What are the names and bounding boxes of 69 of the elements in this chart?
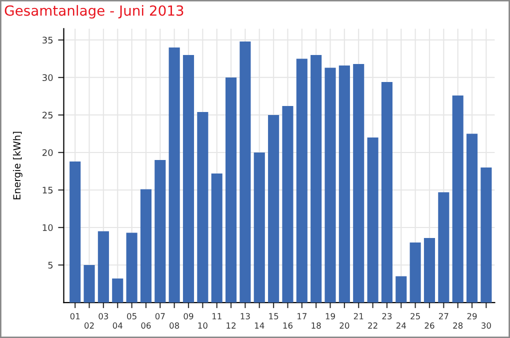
bar xyxy=(324,68,336,303)
bar xyxy=(480,167,492,303)
bar xyxy=(466,134,478,303)
x-tick-label: 17 xyxy=(298,313,306,320)
x-tick-label: 30 xyxy=(482,322,491,329)
x-tick-label: 20 xyxy=(340,322,350,329)
bar xyxy=(112,278,124,303)
x-tick-label: 19 xyxy=(326,313,335,320)
y-tick-label: 20 xyxy=(42,149,53,156)
x-tick-label: 25 xyxy=(410,313,420,320)
bar xyxy=(140,189,152,303)
bar xyxy=(126,232,138,303)
x-tick-label: 04 xyxy=(112,322,122,329)
bar xyxy=(396,276,407,303)
bar xyxy=(367,137,378,303)
bar xyxy=(168,47,180,303)
bar xyxy=(353,64,364,303)
x-tick-label: 03 xyxy=(98,313,108,320)
bar xyxy=(268,114,280,303)
bar xyxy=(98,231,109,303)
x-tick-label: 09 xyxy=(184,313,194,320)
x-tick-label: 23 xyxy=(382,313,392,320)
x-tick-label: 12 xyxy=(226,322,236,329)
bar xyxy=(211,173,222,303)
x-tick-label: 15 xyxy=(269,313,278,320)
bar xyxy=(410,242,421,303)
x-tick-label: 22 xyxy=(368,322,378,329)
x-tick-label: 05 xyxy=(127,313,136,320)
x-tick-label: 06 xyxy=(141,322,151,329)
y-axis-title: Energie [kWh] xyxy=(12,132,22,200)
bar xyxy=(154,160,166,303)
x-tick-label: 10 xyxy=(198,322,208,329)
x-tick-label: 21 xyxy=(354,313,364,320)
bar xyxy=(182,54,194,303)
y-tick-label: 35 xyxy=(42,36,53,44)
y-tick-label: 30 xyxy=(42,74,53,82)
y-tick-label: 10 xyxy=(42,224,53,232)
bar xyxy=(226,77,237,303)
y-tick-label: 5 xyxy=(48,262,53,269)
bar xyxy=(70,161,81,303)
x-tick-label: 11 xyxy=(212,313,222,320)
chart-title: Gesamtanlage - Juni 2013 xyxy=(4,5,184,19)
y-tick-label: 25 xyxy=(42,112,53,119)
bar xyxy=(282,106,294,303)
bar xyxy=(381,82,392,303)
x-tick-label: 02 xyxy=(84,322,94,329)
x-tick-label: 26 xyxy=(424,322,434,329)
bar xyxy=(438,192,450,303)
x-tick-label: 13 xyxy=(240,313,250,320)
bar xyxy=(338,65,350,303)
bar xyxy=(452,95,464,303)
x-tick-label: 24 xyxy=(396,322,406,329)
x-tick-label: 14 xyxy=(254,322,264,329)
bar xyxy=(197,112,208,303)
x-tick-label: 18 xyxy=(312,322,321,329)
y-tick-label: 15 xyxy=(42,186,53,194)
x-tick-label: 27 xyxy=(438,313,448,320)
bar xyxy=(240,41,251,303)
bar xyxy=(84,265,95,303)
x-tick-label: 07 xyxy=(155,313,165,320)
bar xyxy=(310,54,322,303)
bar xyxy=(254,152,265,303)
x-tick-label: 01 xyxy=(70,313,80,320)
x-tick-label: 28 xyxy=(453,322,463,329)
x-tick-label: 29 xyxy=(467,313,477,320)
x-tick-label: 08 xyxy=(170,322,180,329)
x-tick-label: 16 xyxy=(283,322,293,329)
bar xyxy=(424,238,436,303)
bar xyxy=(296,58,308,303)
